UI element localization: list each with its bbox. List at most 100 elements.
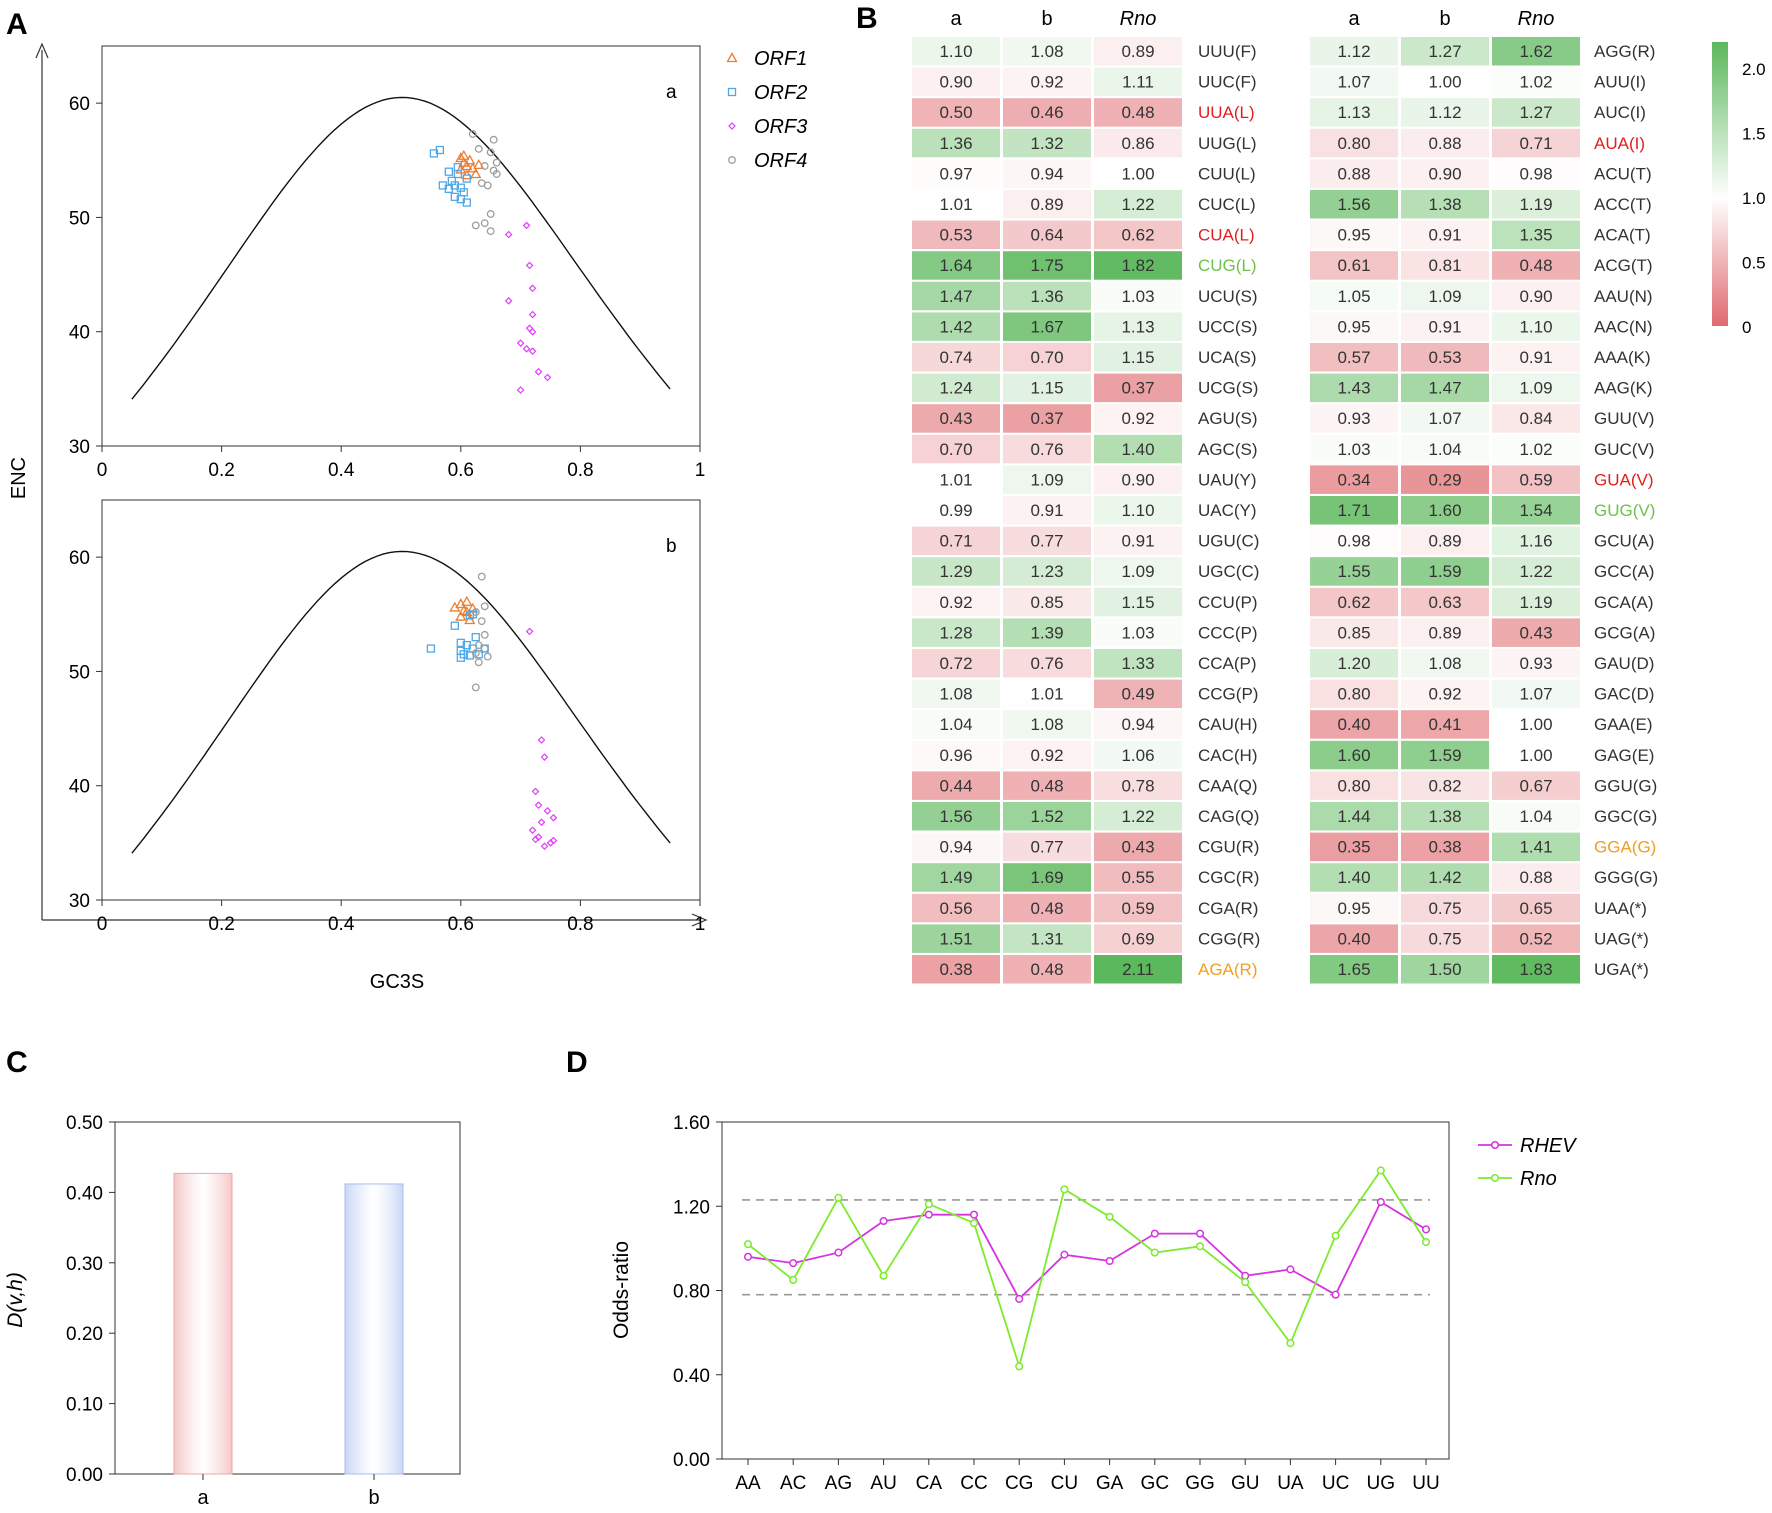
y-tick-label: 40 <box>69 777 90 798</box>
y-tick-label: 0.40 <box>673 1366 710 1387</box>
heatmap-cell <box>1003 802 1091 831</box>
heatmap-cell-value: 1.55 <box>1337 562 1370 581</box>
x-tick-label: GG <box>1185 1473 1215 1494</box>
orf4-point <box>486 210 495 218</box>
heatmap-cell <box>1003 37 1091 66</box>
heatmap-cell-value: 0.86 <box>1121 134 1154 153</box>
y-tick-label: 0.40 <box>66 1183 103 1204</box>
heatmap-cell <box>1310 98 1398 127</box>
y-tick-label: 60 <box>69 94 90 115</box>
orf3-point <box>504 230 513 239</box>
heatmap-cell <box>912 618 1000 647</box>
heatmap-cell-value: 0.98 <box>1337 532 1370 551</box>
series-point-rhev <box>924 1210 933 1219</box>
heatmap-cell-value: 0.55 <box>1121 868 1154 887</box>
y-tick-label: 0.20 <box>66 1324 103 1345</box>
heatmap-cell <box>1094 67 1182 97</box>
x-tick-label: AA <box>735 1473 761 1494</box>
codon-label: AGC(S) <box>1198 440 1258 459</box>
heatmap-cell-value: 1.27 <box>1519 103 1552 122</box>
heatmap-cell-value: 0.50 <box>939 103 972 122</box>
x-tick-label: CA <box>916 1473 943 1494</box>
orf4-point <box>480 630 489 639</box>
heatmap-cell <box>1310 924 1398 953</box>
heatmap-cell-value: 1.59 <box>1428 746 1461 765</box>
heatmap-cell <box>1310 587 1398 617</box>
series-point-rhev <box>969 1210 979 1219</box>
heatmap-cell-value: 1.02 <box>1519 73 1552 92</box>
series-point-rno <box>1241 1278 1250 1287</box>
heatmap-cell-value: 0.43 <box>939 409 972 428</box>
heatmap-cell-value: 0.88 <box>1519 868 1552 887</box>
heatmap-cell-value: 1.12 <box>1428 103 1461 122</box>
codon-label: UCG(S) <box>1198 379 1258 398</box>
heatmap-cell <box>912 587 1000 617</box>
heatmap-cell-value: 0.96 <box>939 746 972 765</box>
colorbar-tick-label: 2.0 <box>1742 60 1766 79</box>
heatmap-cell-value: 1.82 <box>1121 256 1154 275</box>
heatmap-cell <box>1310 955 1398 984</box>
colorbar-tick-label: 0.5 <box>1742 253 1766 272</box>
heatmap-cell <box>1094 98 1182 127</box>
bar-a <box>173 1172 233 1475</box>
codon-label: AAU(N) <box>1594 287 1653 306</box>
plot-frame <box>114 1121 461 1475</box>
heatmap-cell <box>912 343 1000 372</box>
y-tick-label: 30 <box>69 437 90 458</box>
heatmap-cell-value: 1.59 <box>1428 562 1461 581</box>
heatmap-column-header: b <box>1041 8 1052 30</box>
heatmap-cell-value: 1.47 <box>1428 379 1461 398</box>
orf3-point <box>549 836 558 845</box>
heatmap-cell <box>1003 710 1091 739</box>
orf4-point <box>480 219 489 228</box>
y-tick-label: 50 <box>69 662 90 683</box>
heatmap-cell <box>1310 343 1398 372</box>
heatmap-cell <box>1003 649 1091 678</box>
codon-label: AAG(K) <box>1594 379 1653 398</box>
heatmap-cell <box>1492 832 1580 862</box>
legend-marker <box>1490 1173 1500 1183</box>
orf3-point <box>516 386 525 394</box>
heatmap-cell <box>1492 649 1580 678</box>
x-tick-label: UC <box>1322 1473 1349 1494</box>
heatmap-cell-value: 1.22 <box>1519 562 1552 581</box>
heatmap-cell-value: 0.94 <box>1030 164 1063 183</box>
codon-label: UAA(*) <box>1594 899 1647 918</box>
heatmap-cell-value: 0.93 <box>1519 654 1552 673</box>
heatmap-cell-value: 0.71 <box>939 532 972 551</box>
heatmap-cell-value: 1.35 <box>1519 226 1552 245</box>
orf2-point <box>456 653 465 662</box>
codon-label: CCC(P) <box>1198 623 1258 642</box>
x-tick-label: 0 <box>97 460 108 481</box>
heatmap-cell-value: 0.88 <box>1428 134 1461 153</box>
heatmap-cell-value: 0.44 <box>939 776 972 795</box>
heatmap-cell <box>1401 281 1489 311</box>
codon-label: AAC(N) <box>1594 317 1653 336</box>
orf4-point <box>492 170 501 178</box>
heatmap-cell <box>1094 343 1182 372</box>
heatmap-cell <box>1094 159 1182 188</box>
heatmap-cell <box>1401 710 1489 739</box>
series-point-rno <box>1015 1362 1024 1371</box>
heatmap-cell <box>1310 281 1398 311</box>
heatmap-cell-value: 1.11 <box>1122 73 1154 92</box>
heatmap-cell <box>912 496 1000 525</box>
legend-label: Rno <box>1520 1168 1557 1190</box>
heatmap-cell-value: 0.62 <box>1337 593 1370 612</box>
y-tick-label: 0.00 <box>66 1465 103 1486</box>
heatmap-cell <box>1492 343 1580 372</box>
heatmap-cell <box>1401 557 1489 586</box>
orf2-point <box>450 621 459 630</box>
orf4-point <box>474 144 483 153</box>
panel-letter-b: B <box>856 2 878 35</box>
heatmap-cell <box>1401 220 1489 250</box>
heatmap-cell-value: 0.48 <box>1030 776 1063 795</box>
heatmap-cell <box>1003 679 1091 709</box>
heatmap-cell <box>1003 893 1091 923</box>
orf1-point <box>455 152 467 163</box>
heatmap-cell <box>1401 465 1489 494</box>
heatmap-cell <box>1401 343 1489 372</box>
heatmap-cell-value: 1.47 <box>939 287 972 306</box>
heatmap-cell <box>912 557 1000 586</box>
orf3-point <box>534 367 543 376</box>
